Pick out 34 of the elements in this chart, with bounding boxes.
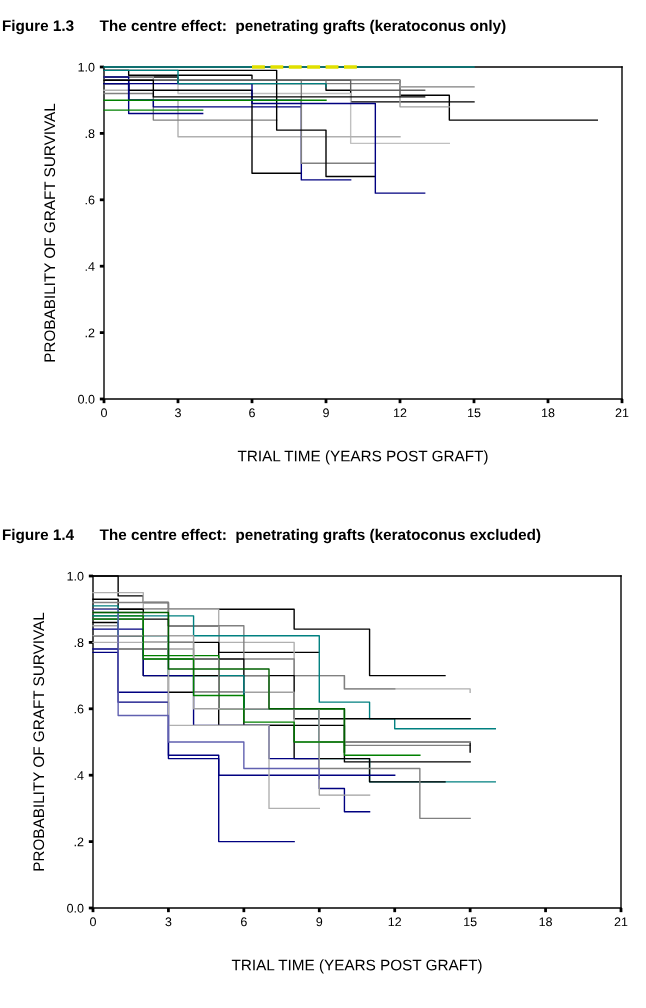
y-axis-title: PROBABILITY OF GRAFT SURVIVAL: [33, 612, 45, 871]
chart-title: Figure 1.3 The centre effect: penetrating grafts (keratoconus only): [2, 19, 506, 35]
x-tick-label: 3: [175, 408, 181, 418]
x-tick-label: 15: [464, 917, 477, 927]
y-tick-label: .4: [85, 262, 95, 271]
x-tick-label: 0: [101, 408, 107, 418]
x-tick-label: 21: [614, 917, 628, 927]
x-tick-label: 9: [323, 408, 329, 418]
y-tick-label: .2: [85, 328, 95, 338]
y-axis-title: PROBABILITY OF GRAFT SURVIVAL: [44, 103, 56, 362]
y-tick-label: .6: [85, 195, 95, 205]
x-tick-label: 12: [394, 408, 407, 418]
x-tick-label: 3: [165, 917, 172, 927]
y-tick-label: 1.0: [67, 571, 84, 581]
y-tick-label: 0.0: [78, 394, 95, 404]
y-tick-label: .8: [85, 129, 95, 139]
x-tick-label: 0: [90, 917, 96, 927]
x-tick-label: 6: [241, 917, 247, 927]
x-axis-title: TRIAL TIME (YEARS POST GRAFT): [237, 450, 488, 465]
y-tick-label: .2: [74, 837, 84, 847]
y-tick-label: .8: [74, 638, 84, 648]
x-axis-title: TRIAL TIME (YEARS POST GRAFT): [231, 959, 482, 974]
y-tick-label: .6: [74, 704, 84, 714]
y-tick-label: .4: [74, 771, 84, 780]
x-tick-label: 18: [542, 408, 555, 418]
y-tick-label: 1.0: [78, 62, 95, 72]
y-tick-label: 0.0: [67, 903, 84, 913]
x-tick-label: 21: [615, 408, 629, 418]
x-tick-label: 6: [249, 408, 255, 418]
chart-title: Figure 1.4 The centre effect: penetrating grafts (keratoconus excluded): [2, 528, 541, 544]
x-tick-label: 18: [539, 917, 552, 927]
x-tick-label: 12: [388, 917, 402, 927]
x-tick-label: 9: [316, 917, 323, 927]
x-tick-label: 15: [468, 408, 481, 418]
